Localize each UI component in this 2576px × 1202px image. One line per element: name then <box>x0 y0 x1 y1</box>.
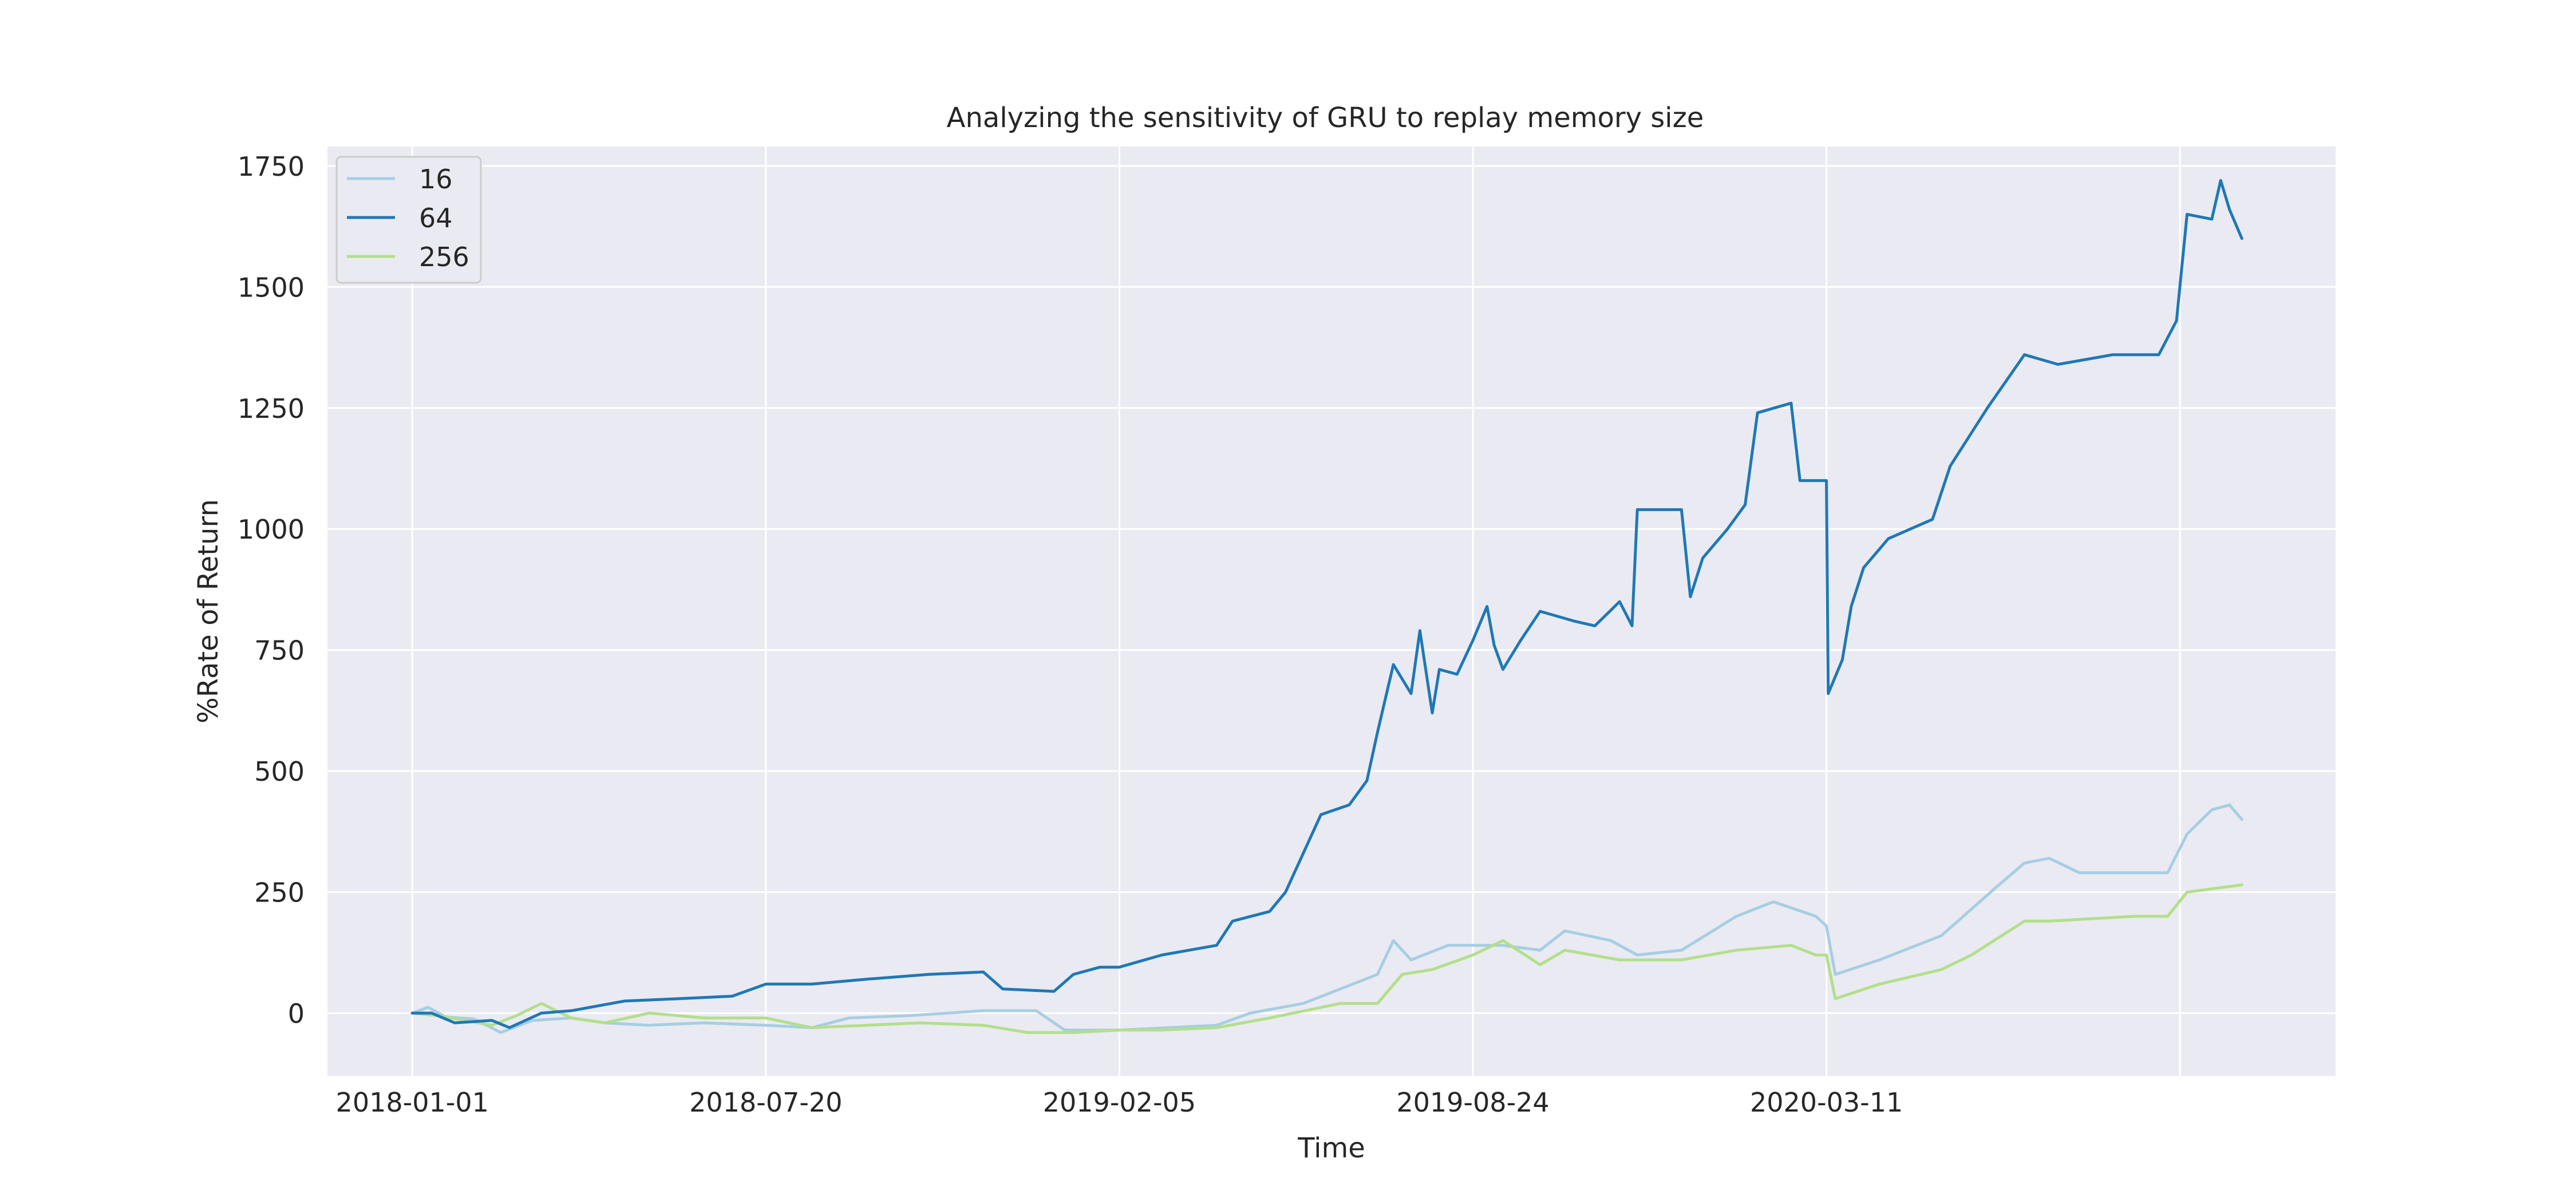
series-layer <box>410 179 2243 1034</box>
x-axis-label: Time <box>1297 1132 1365 1164</box>
y-tick-label: 250 <box>254 877 305 908</box>
y-tick-label: 1750 <box>238 151 305 182</box>
chart-title: Analyzing the sensitivity of GRU to repl… <box>947 102 1704 134</box>
series-line-64 <box>410 179 2243 1029</box>
x-tick-label: 2019-02-05 <box>1043 1087 1196 1118</box>
y-axis-ticks: 0 250 500 750 1000 1250 1500 1750 <box>238 151 305 1029</box>
legend-label: 64 <box>419 203 453 234</box>
legend-label: 16 <box>419 164 453 195</box>
legend: 16 64 256 <box>335 156 482 284</box>
y-tick-label: 750 <box>254 635 305 666</box>
legend-label: 256 <box>419 242 469 272</box>
y-tick-label: 1000 <box>238 514 305 545</box>
y-tick-label: 0 <box>288 998 305 1029</box>
x-tick-label: 2020-03-11 <box>1750 1087 1903 1118</box>
y-tick-label: 1250 <box>238 393 305 424</box>
series-line-256 <box>410 883 2243 1034</box>
series-line-16 <box>410 803 2243 1034</box>
legend-box <box>335 156 482 284</box>
x-tick-label: 2019-08-24 <box>1396 1087 1549 1118</box>
y-axis-label: %Rate of Return <box>192 499 224 723</box>
y-tick-label: 1500 <box>238 272 305 303</box>
x-tick-label: 2018-01-01 <box>336 1087 489 1118</box>
x-axis-ticks: 2018-01-01 2018-07-20 2019-02-05 2019-08-24… <box>336 1087 1903 1118</box>
x-tick-label: 2018-07-20 <box>689 1087 842 1118</box>
plot-area <box>327 147 2336 1076</box>
y-tick-label: 500 <box>254 756 305 787</box>
